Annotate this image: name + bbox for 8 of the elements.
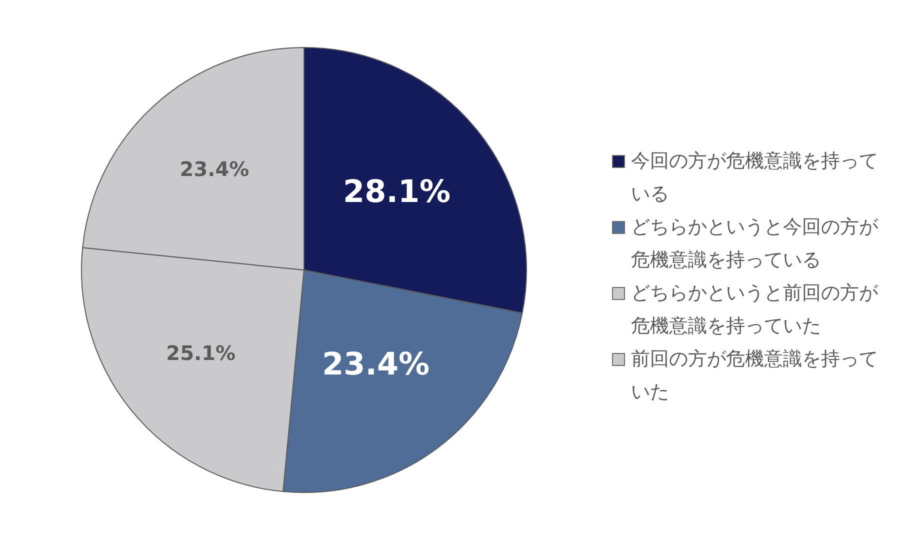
legend-label: どちらかというと前回の方が危機意識を持っていた: [631, 281, 880, 339]
legend-label: 今回の方が危機意識を持っている: [631, 149, 879, 207]
data-label: 23.4%: [180, 157, 250, 182]
legend-label: 前回の方が危機意識を持っていた: [631, 347, 879, 405]
data-label: 28.1%: [343, 174, 451, 210]
data-label: 23.4%: [322, 346, 430, 382]
legend-label: どちらかというと今回の方が危機意識を持っている: [631, 215, 880, 273]
data-label: 25.1%: [166, 340, 236, 365]
